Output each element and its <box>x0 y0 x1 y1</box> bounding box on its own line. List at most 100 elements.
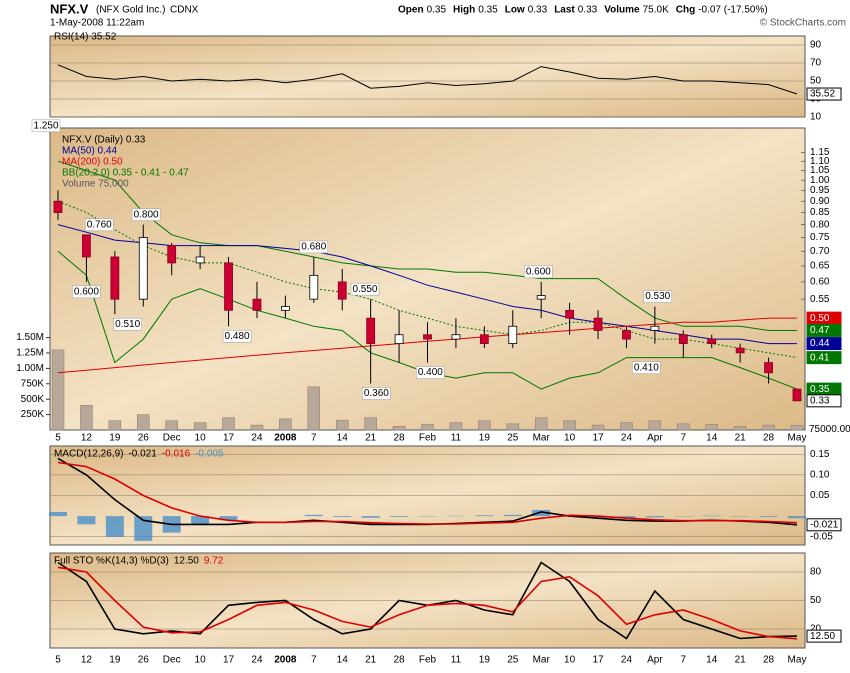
company: (NFX Gold Inc.) <box>96 5 165 16</box>
volume-bar <box>279 419 291 430</box>
histogram-bar <box>49 512 67 516</box>
x-tick-label: 26 <box>138 433 150 444</box>
x-tick-label: Feb <box>419 433 437 444</box>
annotation: 0.600 <box>74 287 99 298</box>
candle-body <box>54 201 62 212</box>
y-tick-label: 0.75 <box>810 232 830 243</box>
x-tick-label: 28 <box>763 433 775 444</box>
y-tick-label: 0.55 <box>810 294 830 305</box>
volume-tick-label: 1.50M <box>16 332 44 343</box>
candle-body <box>622 330 630 339</box>
candle-body <box>424 335 432 339</box>
candle-body <box>765 363 773 373</box>
x-tick-label: 17 <box>592 433 604 444</box>
x-tick-label: 11 <box>451 655 462 666</box>
quote-label: High <box>453 5 475 16</box>
value-marker-label: -0.021 <box>810 519 839 530</box>
volume-bar <box>592 425 604 430</box>
y-tick-label: 80 <box>810 567 822 578</box>
quote-value: 0.35 <box>427 5 447 16</box>
x-tick-label: 26 <box>138 655 150 666</box>
candle-body <box>679 335 687 344</box>
volume-bar <box>564 421 576 430</box>
quote-value: 0.33 <box>578 5 598 16</box>
x-tick-label: 28 <box>763 655 775 666</box>
y-tick-label: 0.85 <box>810 207 830 218</box>
x-tick-label: Dec <box>163 655 181 666</box>
legend-entry: -0.005 <box>195 449 224 460</box>
y-tick-label: 50 <box>810 76 822 87</box>
annotation: 0.480 <box>225 331 250 342</box>
x-tick-label: 24 <box>251 433 263 444</box>
legend-entry: RSI(14) 35.52 <box>54 32 117 43</box>
quote-label: Volume <box>604 5 640 16</box>
histogram-bar <box>788 516 806 518</box>
x-tick-label: 17 <box>223 655 235 666</box>
panel <box>50 36 805 117</box>
annotation: 0.800 <box>134 209 159 220</box>
y-tick-label: 50 <box>810 595 822 606</box>
histogram-bar <box>106 516 124 537</box>
legend-entry: 12.50 <box>174 556 199 567</box>
x-tick-label: Apr <box>647 433 663 444</box>
x-tick-label: 21 <box>365 433 377 444</box>
candle-body <box>253 299 261 310</box>
quote-value: -0.07 (-17.50%) <box>698 5 767 16</box>
candle-body <box>281 307 289 311</box>
quote-label: Chg <box>676 5 695 16</box>
volume-bar <box>80 405 92 430</box>
volume-tick-label: 500K <box>21 394 45 405</box>
y-tick-label: 0.70 <box>810 246 830 257</box>
candle-body <box>367 318 375 343</box>
candle-body <box>708 339 716 343</box>
histogram-bar <box>333 516 351 517</box>
x-tick-label: 2008 <box>274 655 297 666</box>
x-tick-label: 19 <box>479 655 491 666</box>
volume-bar <box>478 421 490 430</box>
candle-body <box>82 235 90 257</box>
y-tick-label: 0.10 <box>810 470 830 481</box>
y-tick-label: 10 <box>810 112 822 123</box>
x-tick-label: 19 <box>109 433 121 444</box>
annotation: 0.510 <box>115 319 140 330</box>
histogram-bar <box>362 516 380 518</box>
x-tick-label: Mar <box>533 655 551 666</box>
volume-bar <box>706 424 718 430</box>
x-tick-label: 7 <box>311 655 317 666</box>
volume-bar <box>137 415 149 430</box>
value-marker-label: 12.50 <box>810 631 835 642</box>
legend-entry: MA(50) 0.44 <box>62 146 117 157</box>
volume-bar <box>535 418 547 430</box>
annotation: 0.410 <box>634 362 659 373</box>
volume-bar <box>649 421 661 430</box>
x-tick-label: 12 <box>81 433 93 444</box>
candle-body <box>651 326 659 330</box>
annotation: 0.760 <box>87 219 112 230</box>
volume-bar <box>223 418 235 430</box>
annotation: 0.680 <box>301 242 326 253</box>
legend-entry: MA(200) 0.50 <box>62 157 123 168</box>
x-tick-label: 24 <box>251 655 263 666</box>
volume-bar <box>422 424 434 430</box>
x-tick-label: Feb <box>419 655 437 666</box>
candle-body <box>225 263 233 310</box>
x-tick-label: 25 <box>507 433 519 444</box>
y-tick-label: 0.05 <box>810 490 830 501</box>
x-tick-label: 14 <box>337 655 349 666</box>
x-tick-label: 25 <box>507 655 519 666</box>
volume-bar <box>677 424 689 430</box>
candle-body <box>139 237 147 299</box>
histogram-bar <box>305 515 323 516</box>
annotation: 0.530 <box>645 291 670 302</box>
quote-value: 0.33 <box>528 5 548 16</box>
volume-bar <box>763 425 775 430</box>
candle-body <box>793 389 801 401</box>
x-tick-label: 2008 <box>274 433 297 444</box>
y-tick-label: 0.95 <box>810 185 830 196</box>
value-marker-label: 0.44 <box>810 338 830 349</box>
y-tick-label: 0.60 <box>810 277 830 288</box>
x-tick-label: 10 <box>195 655 207 666</box>
candle-body <box>310 275 318 299</box>
x-tick-label: 28 <box>394 433 406 444</box>
x-tick-label: 24 <box>621 655 633 666</box>
